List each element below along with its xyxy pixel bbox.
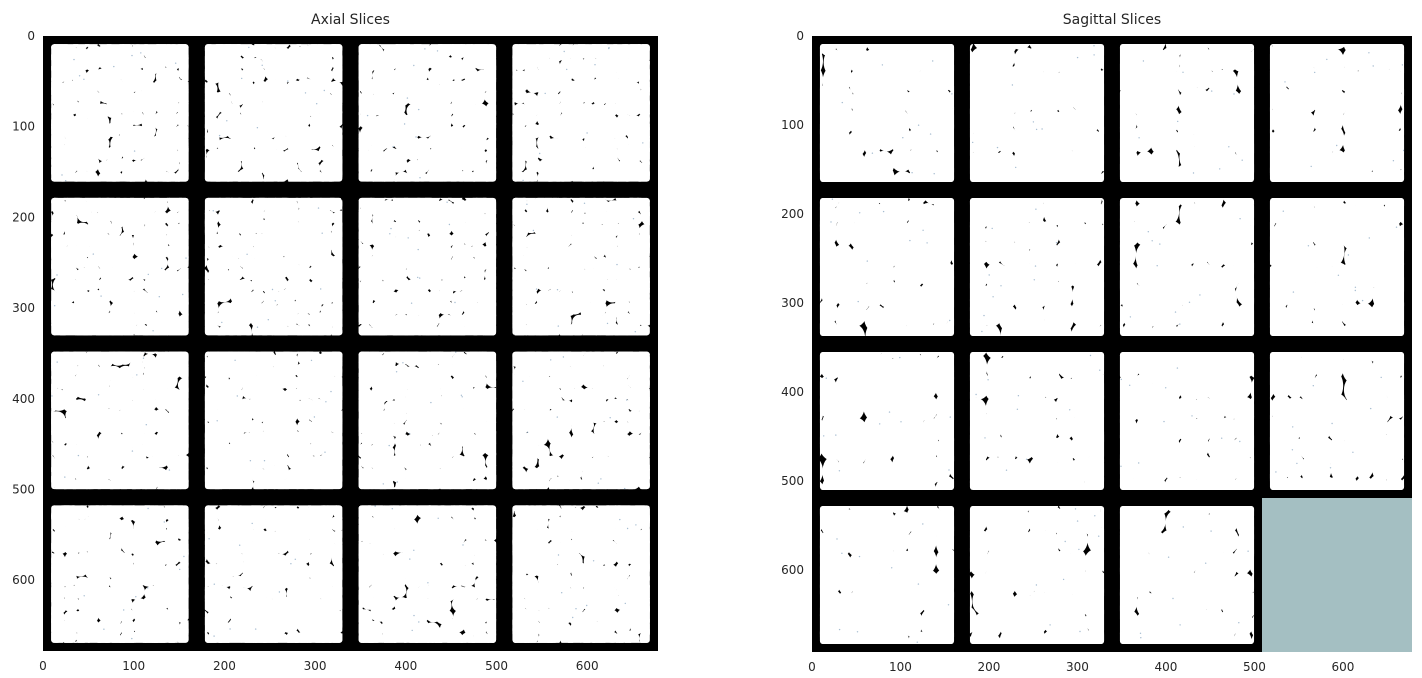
sagittal-x-tick-labels: 0 100 200 300 400 500 600 [808,660,1354,674]
slice-tile [512,197,650,336]
empty-tile [1262,498,1412,652]
axial-montage-image [43,36,658,651]
slice-tile [1119,505,1255,645]
y-tick-label: 100 [12,120,35,134]
x-tick-label: 100 [122,659,145,673]
slice-tile [1269,43,1405,183]
y-tick-label: 600 [781,563,804,577]
x-tick-label: 600 [1332,660,1355,674]
sagittal-y-tick-labels: 0 100 200 300 400 500 600 [781,29,804,577]
y-tick-label: 200 [781,207,804,221]
slice-tile [819,43,955,183]
x-tick-label: 400 [1155,660,1178,674]
y-tick-label: 0 [27,29,35,43]
slice-tile [51,505,189,643]
y-tick-label: 100 [781,118,804,132]
slice-tile [969,505,1105,645]
y-tick-label: 500 [781,474,804,488]
slice-tile [1119,351,1255,491]
slice-tile [1119,197,1255,337]
y-tick-label: 400 [781,385,804,399]
slice-tile [51,197,189,336]
axial-slices-panel: Axial Slices 0 100 200 300 400 500 600 0 100 200… [12,12,658,673]
slice-tile [358,351,497,490]
x-tick-label: 200 [213,659,236,673]
slice-tile [969,351,1105,491]
y-tick-label: 200 [12,210,35,224]
slice-tile [1262,498,1412,652]
x-tick-label: 200 [978,660,1001,674]
x-tick-label: 500 [1243,660,1266,674]
slice-tile [512,351,650,490]
slice-tile [512,44,650,182]
axial-slices-title: Axial Slices [311,12,390,28]
slice-tile [204,44,343,182]
slice-tile [1119,43,1255,183]
slice-tile [969,197,1105,337]
slice-tile [51,44,189,182]
x-tick-label: 300 [304,659,327,673]
slice-tile [1269,351,1405,491]
y-tick-label: 600 [12,573,35,587]
sagittal-slices-panel: Sagittal Slices 0 100 200 300 400 500 600 0 100… [781,12,1412,674]
slice-tile [819,351,955,491]
slice-tile [819,197,955,337]
x-tick-label: 400 [394,659,417,673]
sagittal-slices-title: Sagittal Slices [1063,12,1161,28]
slice-tile [204,351,343,490]
slice-tile [358,197,497,336]
x-tick-label: 0 [808,660,816,674]
x-tick-label: 300 [1066,660,1089,674]
slice-tile [969,43,1105,183]
x-tick-label: 0 [39,659,47,673]
slice-tile [512,505,650,643]
slice-tile [358,505,497,643]
y-tick-label: 0 [796,29,804,43]
slice-tile [204,197,343,336]
slice-tile [1269,197,1405,337]
slice-tile [819,505,955,645]
y-tick-label: 500 [12,483,35,497]
x-tick-label: 500 [485,659,508,673]
slice-tile [51,351,189,490]
y-tick-label: 300 [781,296,804,310]
x-tick-label: 100 [889,660,912,674]
y-tick-label: 400 [12,392,35,406]
sagittal-montage-image [812,36,1412,652]
axial-y-tick-labels: 0 100 200 300 400 500 600 [12,29,35,587]
x-tick-label: 600 [576,659,599,673]
slice-tile [358,44,497,182]
axial-x-tick-labels: 0 100 200 300 400 500 600 [39,659,599,673]
slice-tile [204,505,343,643]
y-tick-label: 300 [12,301,35,315]
